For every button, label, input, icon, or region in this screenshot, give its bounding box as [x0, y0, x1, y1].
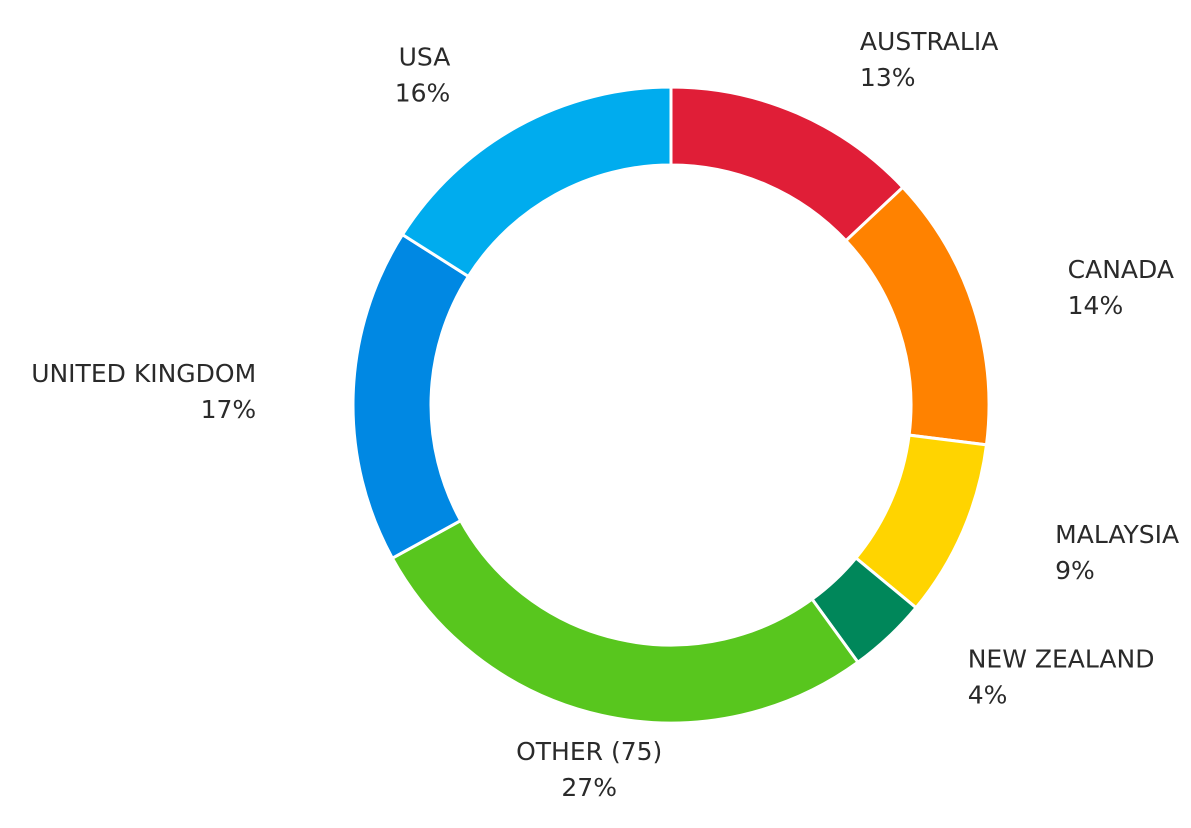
donut-segment	[400, 85, 673, 279]
segment-value-label: 9%	[1055, 556, 1095, 585]
donut-segment	[351, 232, 471, 561]
segment-value-label: 16%	[395, 78, 451, 107]
segment-label: USA	[399, 42, 451, 71]
segment-label: MALAYSIA	[1055, 520, 1179, 549]
segment-value-label: 14%	[1068, 291, 1124, 320]
donut-segment	[669, 85, 905, 243]
segment-label: AUSTRALIA	[860, 27, 998, 56]
segment-value-label: 4%	[968, 680, 1008, 709]
segment-value-label: 17%	[201, 395, 257, 424]
segment-label: UNITED KINGDOM	[31, 359, 256, 388]
segment-label: OTHER (75)	[516, 737, 662, 766]
segment-value-label: 13%	[860, 63, 916, 92]
donut-segment	[843, 185, 991, 447]
segment-label: CANADA	[1068, 255, 1174, 284]
segment-value-label: 27%	[561, 773, 617, 802]
donut-segment	[390, 518, 861, 725]
segment-label: NEW ZEALAND	[968, 644, 1155, 673]
